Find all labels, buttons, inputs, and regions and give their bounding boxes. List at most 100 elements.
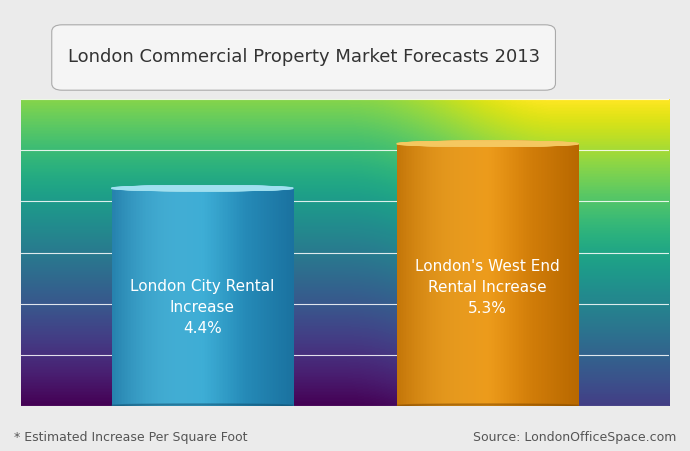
Bar [551, 144, 553, 406]
Ellipse shape [173, 186, 231, 191]
Bar [233, 188, 235, 406]
Bar [145, 188, 147, 406]
Bar [132, 188, 135, 406]
Ellipse shape [459, 141, 517, 146]
Bar [422, 144, 425, 406]
Bar [433, 144, 435, 406]
Bar [208, 188, 210, 406]
Bar [398, 144, 401, 406]
Bar [246, 188, 248, 406]
Bar [184, 188, 186, 406]
Ellipse shape [112, 186, 293, 191]
Bar [411, 144, 413, 406]
Ellipse shape [152, 186, 252, 191]
Bar [479, 144, 481, 406]
Bar [177, 188, 179, 406]
Bar [539, 144, 542, 406]
Bar [248, 188, 250, 406]
Ellipse shape [400, 141, 575, 146]
Bar [575, 144, 578, 406]
Ellipse shape [137, 186, 268, 191]
Bar [494, 144, 496, 406]
Ellipse shape [455, 141, 520, 146]
Bar [284, 188, 286, 406]
Bar [483, 144, 485, 406]
Bar [113, 188, 115, 406]
Ellipse shape [399, 141, 577, 146]
Bar [186, 188, 188, 406]
Ellipse shape [150, 186, 255, 191]
Ellipse shape [437, 141, 539, 146]
Bar [245, 188, 247, 406]
Bar [451, 144, 453, 406]
Bar [112, 188, 114, 406]
Ellipse shape [115, 186, 290, 191]
Ellipse shape [121, 186, 284, 191]
Ellipse shape [397, 141, 578, 146]
Bar [278, 188, 280, 406]
Bar [546, 144, 549, 406]
Bar [445, 144, 448, 406]
Bar [566, 144, 569, 406]
Bar [202, 188, 204, 406]
Bar [462, 144, 464, 406]
Bar [255, 188, 257, 406]
Ellipse shape [422, 141, 553, 146]
Bar [464, 144, 466, 406]
Bar [574, 144, 576, 406]
Ellipse shape [397, 404, 578, 407]
Bar [503, 144, 505, 406]
Ellipse shape [428, 141, 546, 146]
Bar [400, 144, 402, 406]
Bar [268, 188, 270, 406]
Bar [140, 188, 142, 406]
Bar [241, 188, 244, 406]
Bar [556, 144, 558, 406]
Bar [553, 144, 555, 406]
Bar [568, 144, 570, 406]
Ellipse shape [139, 186, 266, 191]
Ellipse shape [413, 141, 562, 146]
Bar [264, 188, 266, 406]
Ellipse shape [442, 141, 534, 146]
Bar [560, 144, 562, 406]
Bar [224, 188, 226, 406]
Bar [288, 188, 290, 406]
Bar [495, 144, 497, 406]
Bar [427, 144, 429, 406]
Bar [426, 144, 428, 406]
Ellipse shape [448, 141, 528, 146]
Bar [131, 188, 133, 406]
Bar [459, 144, 461, 406]
Bar [518, 144, 520, 406]
Bar [144, 188, 146, 406]
Bar [531, 144, 534, 406]
Bar [473, 144, 475, 406]
Bar [204, 188, 206, 406]
Text: Source: LondonOfficeSpace.com: Source: LondonOfficeSpace.com [473, 431, 676, 444]
Bar [436, 144, 438, 406]
Bar [516, 144, 519, 406]
Ellipse shape [172, 186, 233, 191]
Bar [511, 144, 513, 406]
Ellipse shape [432, 141, 544, 146]
Bar [116, 188, 118, 406]
Ellipse shape [417, 141, 558, 146]
Bar [500, 144, 502, 406]
Bar [234, 188, 236, 406]
Ellipse shape [128, 186, 277, 191]
Bar [151, 188, 153, 406]
Bar [492, 144, 495, 406]
Bar [538, 144, 540, 406]
Bar [275, 188, 277, 406]
Bar [239, 188, 241, 406]
Ellipse shape [157, 186, 247, 191]
Ellipse shape [164, 186, 241, 191]
Bar [455, 144, 457, 406]
Bar [453, 144, 455, 406]
Ellipse shape [145, 186, 259, 191]
Bar [193, 188, 195, 406]
Bar [119, 188, 121, 406]
Bar [146, 188, 148, 406]
Bar [466, 144, 469, 406]
